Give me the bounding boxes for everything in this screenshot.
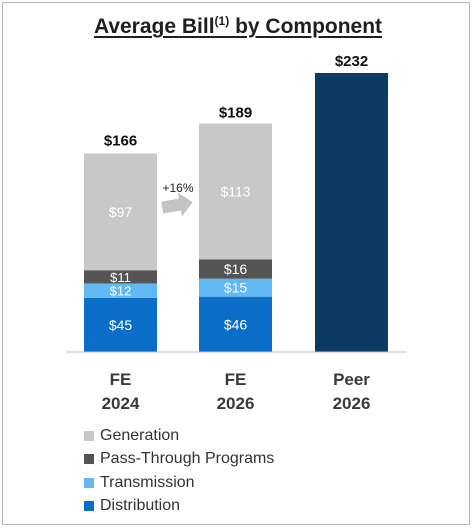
total-label-fe-2024: $166 [104, 132, 137, 149]
category-label-fe-2024-line2: 2024 [102, 394, 140, 413]
segment-label-transmission-fe-2024: $12 [110, 284, 132, 299]
legend-label-transmission: Transmission [100, 473, 195, 491]
chart-title: Average Bill(1) by Component [94, 14, 382, 39]
legend-swatch-transmission [84, 477, 94, 488]
legend-swatch-pass-through [84, 454, 94, 465]
chart-title-suffix: by Component [235, 15, 383, 38]
bar-segment-generation-fe-2026 [199, 123, 272, 260]
segment-label-distribution-fe-2026: $46 [224, 316, 248, 332]
segment-label-transmission-fe-2026: $15 [224, 280, 248, 296]
segment-label-generation-fe-2024: $97 [109, 204, 133, 220]
bar-peer-2026 [315, 73, 388, 352]
bar-segment-generation-fe-2024 [84, 153, 157, 271]
chart-title-superscript: (1) [214, 14, 230, 28]
bar-segment-pass-through-fe-2024 [84, 270, 157, 284]
growth-annotation-label: +16% [162, 181, 193, 195]
legend-item-distribution: Distribution [84, 495, 274, 519]
legend-item-generation: Generation [84, 424, 274, 448]
bar-segment-distribution-fe-2026 [199, 296, 272, 352]
category-label-fe-2026-line1: FE [225, 370, 247, 389]
chart-title-wrap: Average Bill(1) by Component [0, 14, 476, 39]
bar-segment-pass-through-fe-2026 [199, 259, 272, 279]
category-label-fe-2026-line2: 2026 [217, 394, 255, 413]
legend-item-transmission: Transmission [84, 471, 274, 495]
total-label-fe-2026: $189 [219, 105, 252, 122]
bar-segment-transmission-fe-2026 [199, 278, 272, 297]
legend-label-pass-through: Pass-Through Programs [100, 450, 275, 468]
legend: Generation Pass-Through Programs Transmi… [84, 424, 274, 518]
growth-arrow-icon [161, 192, 193, 217]
legend-item-pass-through: Pass-Through Programs [84, 448, 274, 472]
bar-segment-transmission-fe-2024 [84, 283, 157, 298]
segment-label-pass-through-fe-2026: $16 [224, 261, 248, 277]
chart-title-main: Average Bill [93, 15, 215, 38]
legend-label-generation: Generation [100, 426, 180, 444]
legend-swatch-generation [84, 430, 94, 441]
category-label-peer-2026-line2: 2026 [333, 394, 371, 413]
chart-frame [2, 2, 470, 525]
segment-label-pass-through-fe-2024: $11 [110, 270, 131, 285]
segment-label-distribution-fe-2024: $45 [109, 317, 133, 333]
legend-swatch-distribution [84, 501, 94, 512]
total-label-peer-2026: $232 [335, 53, 368, 70]
segment-label-generation-fe-2026: $113 [220, 183, 250, 199]
bar-segment-distribution-fe-2024 [84, 297, 157, 352]
category-label-fe-2024-line1: FE [110, 370, 132, 389]
category-label-peer-2026-line1: Peer [333, 370, 370, 389]
legend-label-distribution: Distribution [100, 497, 181, 515]
